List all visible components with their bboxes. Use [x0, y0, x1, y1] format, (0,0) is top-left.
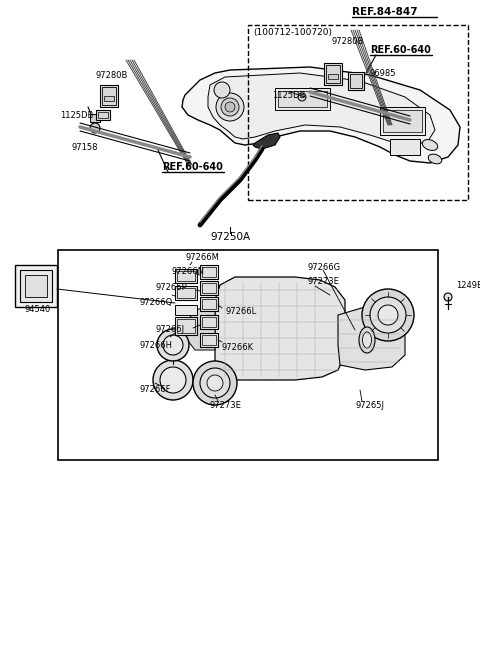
- Ellipse shape: [359, 327, 375, 353]
- Ellipse shape: [362, 332, 372, 348]
- Text: 97265J: 97265J: [355, 400, 384, 409]
- Bar: [202, 283, 216, 293]
- Bar: [278, 91, 327, 107]
- Circle shape: [214, 82, 230, 98]
- Text: 97266J: 97266J: [155, 326, 184, 335]
- Circle shape: [298, 93, 306, 101]
- Bar: [326, 65, 340, 83]
- Bar: [175, 269, 197, 283]
- Bar: [177, 288, 195, 298]
- Bar: [350, 74, 362, 88]
- Bar: [90, 114, 100, 122]
- Text: REF.60-640: REF.60-640: [370, 45, 431, 55]
- Text: 97266P: 97266P: [155, 282, 187, 291]
- Polygon shape: [338, 307, 405, 370]
- Text: 97280B: 97280B: [96, 71, 128, 79]
- Bar: [58, 250, 438, 460]
- Circle shape: [160, 367, 186, 393]
- Bar: [200, 265, 218, 279]
- Circle shape: [370, 297, 406, 333]
- Bar: [202, 317, 216, 327]
- Circle shape: [216, 93, 244, 121]
- Text: 97250A: 97250A: [210, 232, 250, 242]
- Circle shape: [193, 361, 237, 405]
- Text: 97266K: 97266K: [222, 343, 254, 352]
- Text: 97266L: 97266L: [225, 307, 256, 316]
- Bar: [175, 286, 197, 300]
- Text: 97266F: 97266F: [140, 386, 171, 394]
- Polygon shape: [208, 73, 435, 145]
- Circle shape: [378, 305, 398, 325]
- Text: 97266H: 97266H: [140, 341, 173, 350]
- Bar: [328, 74, 338, 79]
- Bar: [248, 25, 468, 200]
- Bar: [202, 267, 216, 277]
- Bar: [25, 275, 47, 297]
- Bar: [175, 317, 197, 335]
- Text: 97266Q: 97266Q: [140, 297, 173, 307]
- Polygon shape: [253, 133, 280, 149]
- Bar: [104, 96, 114, 101]
- Bar: [177, 319, 195, 333]
- Text: 94540: 94540: [25, 305, 51, 314]
- Bar: [98, 112, 108, 118]
- Text: 97266N: 97266N: [171, 267, 204, 276]
- Text: 1125DB: 1125DB: [60, 111, 94, 119]
- Circle shape: [207, 375, 223, 391]
- Bar: [390, 139, 420, 155]
- Bar: [202, 335, 216, 345]
- Bar: [324, 63, 342, 85]
- Text: 1249ED: 1249ED: [456, 280, 480, 290]
- Text: 97266M: 97266M: [185, 253, 219, 263]
- Text: (100712-100720): (100712-100720): [253, 29, 332, 37]
- Circle shape: [153, 360, 193, 400]
- Text: REF.84-847: REF.84-847: [352, 7, 418, 17]
- Bar: [348, 72, 364, 90]
- Circle shape: [157, 329, 189, 361]
- Bar: [177, 271, 195, 281]
- Bar: [20, 270, 52, 302]
- Text: REF.60-640: REF.60-640: [162, 162, 223, 172]
- Circle shape: [362, 289, 414, 341]
- Circle shape: [444, 293, 452, 301]
- Circle shape: [200, 368, 230, 398]
- Polygon shape: [185, 305, 215, 350]
- Ellipse shape: [428, 154, 442, 164]
- Bar: [202, 299, 216, 309]
- Bar: [96, 110, 110, 120]
- Text: 97280B: 97280B: [332, 37, 364, 47]
- Circle shape: [90, 123, 100, 133]
- Circle shape: [221, 98, 239, 116]
- Bar: [380, 107, 425, 135]
- Circle shape: [163, 335, 183, 355]
- Circle shape: [225, 102, 235, 112]
- Text: 97273E: 97273E: [210, 400, 242, 409]
- Text: 97266G: 97266G: [307, 263, 340, 272]
- Bar: [383, 110, 422, 132]
- Bar: [200, 333, 218, 347]
- Text: 97273E: 97273E: [307, 278, 339, 286]
- Bar: [200, 297, 218, 311]
- Bar: [15, 265, 57, 307]
- Bar: [175, 305, 197, 315]
- Text: 96985: 96985: [370, 69, 396, 77]
- Bar: [200, 281, 218, 295]
- Bar: [275, 88, 330, 110]
- Polygon shape: [215, 277, 345, 380]
- Text: 97158: 97158: [72, 143, 98, 151]
- Text: 1125DB: 1125DB: [272, 90, 305, 100]
- Bar: [100, 85, 118, 107]
- Bar: [200, 315, 218, 329]
- Ellipse shape: [422, 140, 438, 151]
- Polygon shape: [182, 67, 460, 163]
- Bar: [102, 87, 116, 105]
